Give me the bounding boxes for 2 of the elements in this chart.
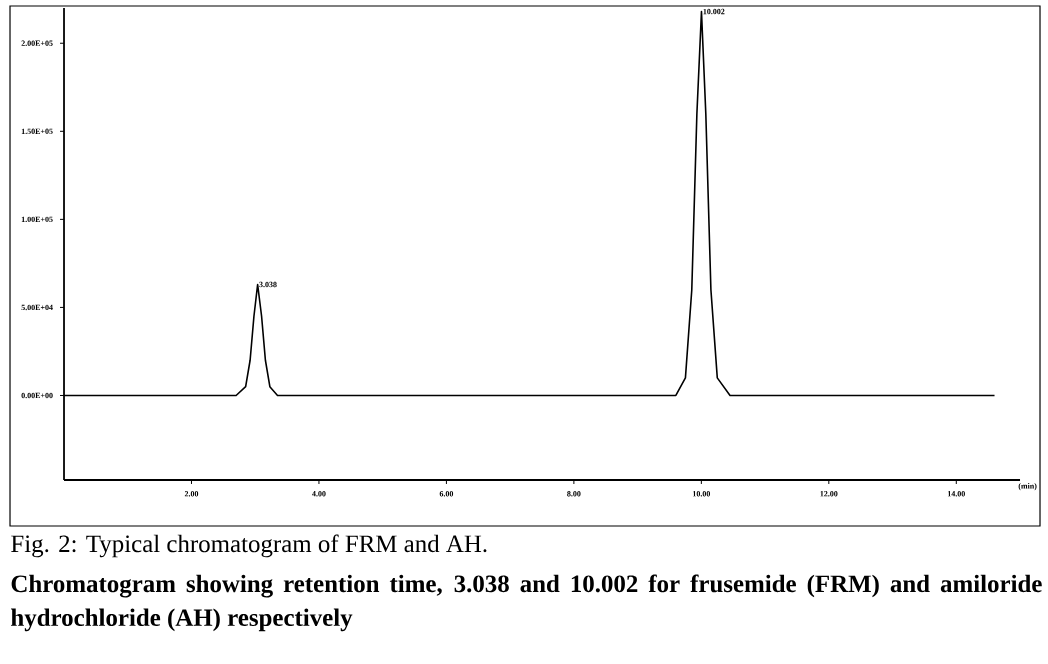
- text: Chromatogram showing retention time, 3.038 and 10.002 for frusemide (FRM) and amiloride hydrochloride (AH) respectively: [11, 574, 1042, 632]
- text: Fig. 2: Typical chromatogram of FRM and AH.: [11, 534, 487, 558]
